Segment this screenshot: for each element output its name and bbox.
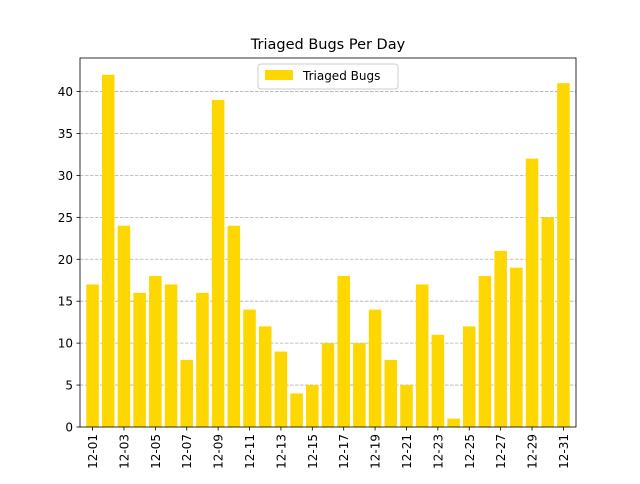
x-tick-label: 12-01 (86, 434, 100, 469)
bar (117, 225, 131, 427)
x-tick-label: 12-25 (463, 434, 477, 469)
bar (86, 284, 99, 427)
bar (306, 385, 319, 427)
y-tick-label: 25 (58, 211, 73, 225)
bar (368, 309, 382, 427)
x-tick-label: 12-15 (306, 434, 320, 469)
bar (211, 99, 225, 427)
y-tick-label: 5 (65, 379, 73, 393)
legend-swatch (265, 70, 293, 80)
bar (525, 158, 539, 428)
bar (494, 250, 507, 427)
x-tick-label: 12-17 (337, 434, 351, 469)
y-tick-label: 35 (58, 127, 73, 141)
bar (447, 418, 460, 427)
y-tick-label: 20 (58, 253, 73, 267)
x-tick-label: 12-05 (149, 434, 163, 469)
bar (510, 267, 523, 427)
legend: Triaged Bugs (257, 63, 399, 90)
bar (541, 217, 555, 427)
bar (274, 351, 288, 427)
y-tick-label: 10 (58, 337, 73, 351)
x-tick-label: 12-09 (212, 434, 226, 469)
bar (478, 276, 492, 427)
bar (133, 292, 146, 427)
grid-layer (80, 91, 576, 428)
bar (180, 359, 194, 427)
chart-title: Triaged Bugs Per Day (250, 37, 406, 53)
axes-layer: 0 5 10 15 20 25 30 35 40 12-01 12-03 12-05 12-07 12-0… (58, 57, 577, 469)
bar (290, 393, 303, 427)
bar (101, 74, 115, 427)
bar (337, 276, 350, 427)
bars-layer (86, 74, 570, 428)
bar (353, 343, 366, 427)
bar (384, 359, 398, 427)
y-tick-label: 30 (58, 169, 73, 183)
y-tick-label: 0 (65, 421, 73, 435)
x-tick-label: 12-07 (180, 434, 194, 469)
bar (431, 334, 445, 427)
bar (227, 225, 241, 427)
bar (557, 83, 570, 427)
bar (415, 284, 429, 427)
x-tick-label: 12-19 (369, 434, 383, 469)
bar (196, 292, 209, 427)
y-tick-label: 40 (58, 85, 73, 99)
bar (462, 326, 476, 427)
bar (149, 276, 162, 427)
bar (243, 309, 256, 427)
axes-frame (79, 57, 577, 428)
legend-label: Triaged Bugs (302, 69, 380, 83)
bar (321, 343, 335, 427)
x-tick-label: 12-29 (526, 434, 540, 469)
y-tick-label: 15 (58, 295, 73, 309)
x-tick-label: 12-03 (117, 434, 131, 469)
x-tick-label: 12-21 (400, 434, 414, 469)
x-tick-label: 12-23 (431, 434, 445, 469)
bar (400, 385, 413, 427)
x-tick-label: 12-13 (274, 434, 288, 469)
bar (164, 284, 178, 427)
bar (258, 326, 272, 427)
x-tick-label: 12-31 (557, 434, 571, 469)
x-tick-label: 12-27 (494, 434, 508, 469)
x-tick-label: 12-11 (243, 434, 257, 469)
